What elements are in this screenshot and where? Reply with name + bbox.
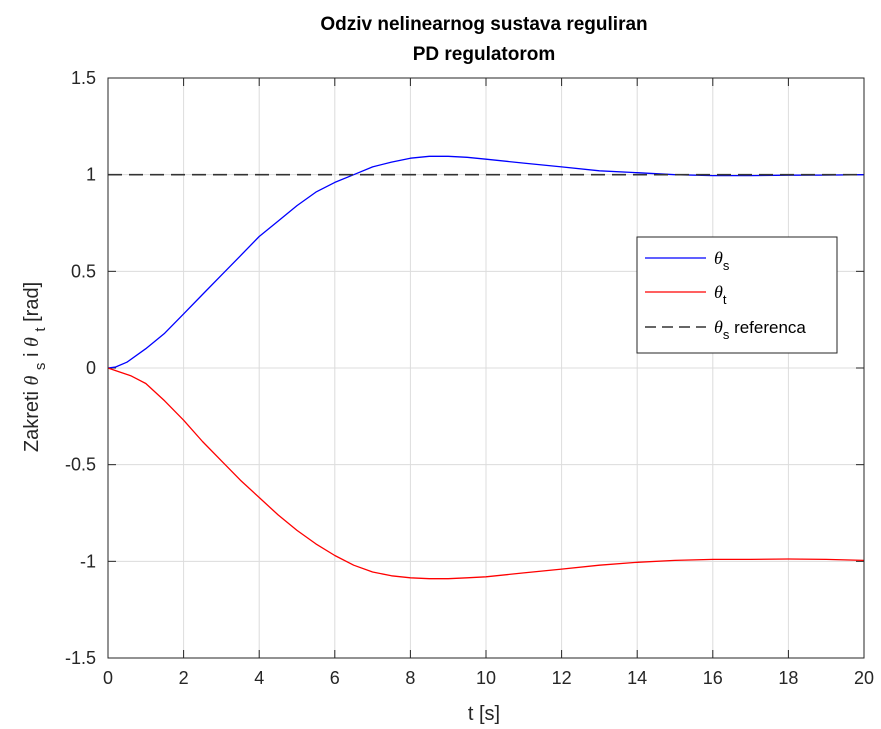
y-axis-label-sub-t: t: [32, 327, 49, 332]
y-axis-label-prefix: Zakreti: [21, 385, 43, 452]
x-tick-label: 8: [405, 668, 415, 688]
legend-entry-symbol: θ: [714, 317, 723, 337]
plot-box: [107, 77, 865, 659]
x-tick-label: 18: [778, 668, 798, 688]
y-axis-label-unit: [rad]: [21, 282, 43, 322]
x-tick-label: 4: [254, 668, 264, 688]
y-tick-label: -1.5: [65, 648, 96, 668]
legend-entry-0: θs: [714, 248, 730, 273]
legend-entry-symbol: θ: [714, 282, 723, 302]
series-line-1: [107, 367, 865, 580]
legend-entry-1: θt: [714, 282, 727, 307]
tick-labels: 0 2 4 6 8 10 12 14 16 18 20 -1.5 -1 -0.5 0 0.5 1 1.5: [65, 68, 874, 688]
series-line-0: [107, 155, 865, 369]
x-tick-label: 14: [627, 668, 647, 688]
legend-entry-2: θs referenca: [714, 317, 806, 342]
y-axis-label-theta-t: θ: [21, 337, 43, 347]
legend-entry-subscript: s: [723, 327, 730, 342]
legend-box: [636, 236, 838, 354]
chart-title-line-1: Odziv nelinearnog sustava reguliran: [320, 14, 647, 35]
legend-entry-subscript: t: [723, 292, 727, 307]
x-tick-label: 6: [330, 668, 340, 688]
y-tick-label: -1: [80, 551, 96, 571]
x-tick-label: 20: [854, 668, 874, 688]
y-tick-label: 0.5: [71, 261, 96, 281]
x-axis-label: t [s]: [468, 703, 500, 725]
series-layer: [107, 155, 865, 580]
y-axis-label-theta-s: θ: [21, 375, 43, 385]
y-axis-label: Zakreti θ s i θ t [rad]: [21, 282, 50, 452]
y-axis-label-sub-s: s: [32, 363, 49, 371]
x-tick-label: 2: [179, 668, 189, 688]
x-tick-label: 0: [103, 668, 113, 688]
x-tick-label: 12: [552, 668, 572, 688]
y-tick-label: 1.5: [71, 68, 96, 88]
chart-title-line-2: PD regulatorom: [413, 44, 556, 65]
y-axis-label-conj: i: [21, 347, 43, 357]
legend-entry-suffix: referenca: [729, 318, 806, 337]
x-tick-label: 16: [703, 668, 723, 688]
y-tick-label: -0.5: [65, 455, 96, 475]
legend-entry-symbol: θ: [714, 248, 723, 268]
y-tick-label: 0: [86, 358, 96, 378]
x-tick-label: 10: [476, 668, 496, 688]
y-tick-label: 1: [86, 165, 96, 185]
legend-entry-subscript: s: [723, 258, 730, 273]
